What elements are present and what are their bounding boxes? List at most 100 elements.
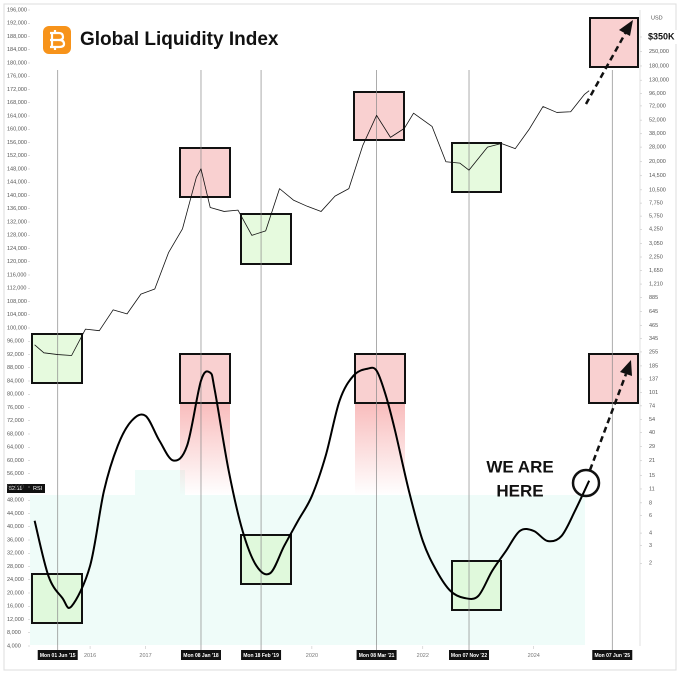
y-tick-label: 84,000: [7, 378, 24, 384]
x-tick-label: 2024: [528, 653, 540, 659]
y-tick-label: 36,000: [7, 537, 24, 543]
x-tick-label: Mon 01 Jun '15: [40, 653, 76, 659]
y2-tick-label: 255: [649, 349, 658, 355]
x-tick-label: 2017: [139, 653, 151, 659]
y2-tick-label: $350K: [648, 31, 675, 41]
y2-tick-label: 1,650: [649, 268, 663, 274]
y2-tick-label: 2,250: [649, 254, 663, 260]
y-tick-label: 56,000: [7, 471, 24, 477]
y2-tick-label: 72,000: [649, 103, 666, 109]
y2-tick-label: 15: [649, 473, 655, 479]
y-tick-label: 164,000: [7, 113, 27, 119]
y2-tick-label: 52,000: [649, 118, 666, 124]
y2-tick-label: 465: [649, 323, 658, 329]
x-tick-box: [356, 650, 397, 660]
y-tick-label: 172,000: [7, 87, 27, 93]
arrowhead: [620, 360, 632, 376]
y2-tick-label: 101: [649, 390, 658, 396]
highlight-boxes: [31, 17, 639, 624]
y-tick-label: 92,000: [7, 352, 24, 358]
y-tick-label: 8,000: [7, 630, 21, 636]
y2-tick-label: 250,000: [649, 49, 669, 55]
y-tick-label: 136,000: [7, 206, 27, 212]
y-tick-label: 64,000: [7, 445, 24, 451]
y2-tick-label: 130,000: [649, 78, 669, 84]
y-tick-label: 176,000: [7, 74, 27, 80]
y-tick-label: 160,000: [7, 127, 27, 133]
series-line: [34, 90, 590, 356]
y-tick-label: 16,000: [7, 604, 24, 610]
y2-tick-label: 3,050: [649, 241, 663, 247]
annotation: HERE: [496, 481, 543, 500]
projection-arrow: [588, 373, 628, 471]
x-tick-box: [180, 650, 221, 660]
current-unit: RSI: [33, 486, 43, 492]
y-tick-label: 52,000: [7, 484, 24, 490]
x-tick-label: Mon 18 Feb '19: [243, 653, 279, 659]
y-tick-label: 128,000: [7, 233, 27, 239]
y2-tick-label: 345: [649, 336, 658, 342]
y2-tick-label: 54: [649, 417, 655, 423]
y-tick-label: 28,000: [7, 564, 24, 570]
y-tick-label: 108,000: [7, 299, 27, 305]
y2-tick-label: 4: [649, 531, 652, 537]
y-tick-label: 120,000: [7, 259, 27, 265]
y-tick-label: 104,000: [7, 312, 27, 318]
y-tick-label: 156,000: [7, 140, 27, 146]
y-tick-label: 116,000: [7, 272, 26, 278]
y-tick-label: 44,000: [7, 511, 24, 517]
y2-tick-label: 7,750: [649, 201, 663, 207]
x-tick-label: Mon 07 Jun '25: [594, 653, 630, 659]
x-tick-label: Mon 08 Jan '18: [183, 653, 219, 659]
x-tick-label: 2022: [417, 653, 429, 659]
y2-tick-label: 3: [649, 543, 652, 549]
x-tick-label: 2016: [84, 653, 96, 659]
bitcoin-glyph: [50, 30, 66, 50]
annotation: WE ARE: [486, 457, 553, 476]
y-tick-label: 188,000: [7, 34, 27, 40]
y-tick-label: 192,000: [7, 21, 27, 27]
y2-tick-label: 29: [649, 444, 655, 450]
y-tick-label: 132,000: [7, 219, 27, 225]
box: [240, 213, 292, 265]
x-tick-box: [592, 650, 633, 660]
y-tick-label: 168,000: [7, 100, 27, 106]
arrowhead: [619, 20, 633, 36]
here-marker: [571, 468, 601, 498]
x-tick-box: [449, 650, 490, 660]
y2-tick-label: 1,210: [649, 282, 663, 288]
band: [135, 470, 185, 495]
current-tag: [7, 484, 45, 493]
y2-axis-label: USD: [651, 15, 663, 21]
current-value: 52.11: [9, 486, 22, 492]
plot: [33, 70, 613, 650]
y-tick-label: 88,000: [7, 365, 24, 371]
chart-title: Global Liquidity Index: [80, 29, 279, 50]
y2-tick-label: 21: [649, 458, 655, 464]
y2-tick-label: 20,000: [649, 159, 666, 165]
y-tick-label: 76,000: [7, 405, 24, 411]
y-tick-label: 48,000: [7, 498, 24, 504]
y-tick-label: 96,000: [7, 339, 24, 345]
box: [179, 147, 231, 198]
y2-tick-label: 5,750: [649, 214, 663, 220]
y-tick-label: 148,000: [7, 166, 27, 172]
y2-tick-label: 74: [649, 403, 655, 409]
y-tick-label: 40,000: [7, 524, 24, 530]
x-tick-box: [37, 650, 78, 660]
box: [179, 353, 231, 404]
x-tick-label: Mon 07 Nov '22: [451, 653, 487, 659]
y-tick-label: 80,000: [7, 392, 24, 398]
y2-tick-label: 885: [649, 295, 658, 301]
y-tick-label: 152,000: [7, 153, 27, 159]
y2-tick-label: 40: [649, 430, 655, 436]
y-tick-label: 112,000: [7, 286, 26, 292]
y2-tick-label: 4,250: [649, 227, 663, 233]
box: [31, 333, 83, 384]
y2-tick-label: 11: [649, 486, 655, 492]
y2-tick-label: 28,000: [649, 145, 666, 151]
y-tick-label: 68,000: [7, 431, 24, 437]
y-tick-label: 124,000: [7, 246, 27, 252]
box: [451, 142, 502, 193]
